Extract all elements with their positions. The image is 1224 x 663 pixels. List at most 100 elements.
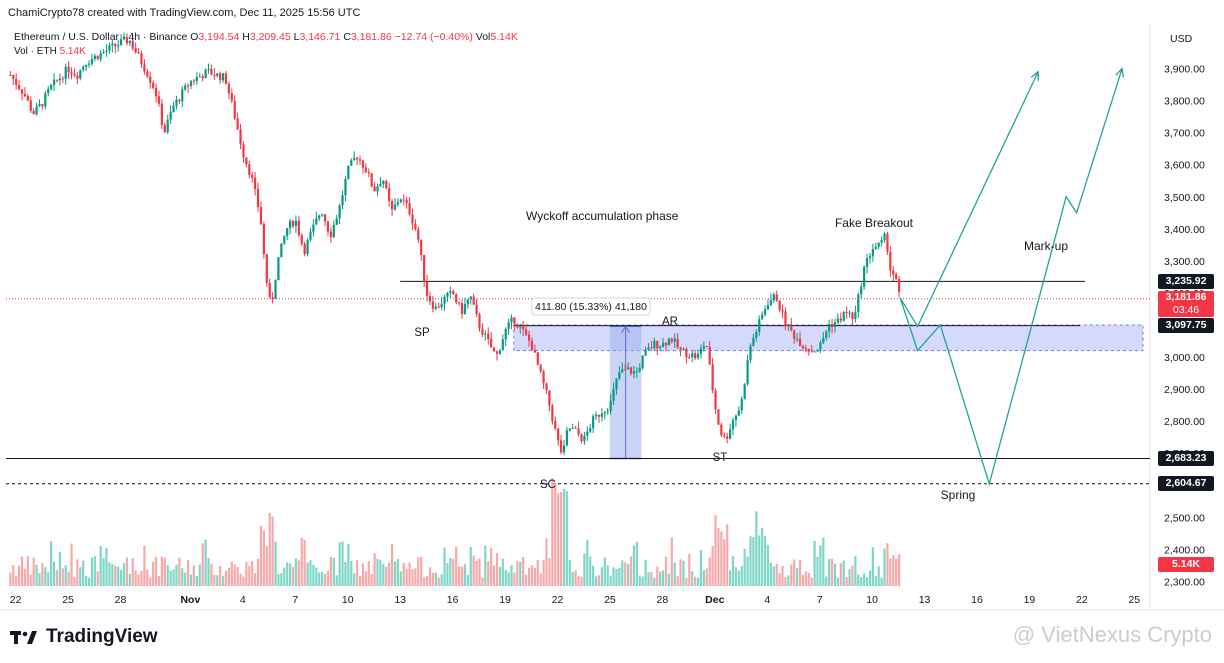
candle-body	[711, 364, 714, 391]
volume-bar	[525, 574, 528, 586]
volume-bar	[796, 568, 799, 586]
last-price-tag: 3,181.86 03:46	[1158, 291, 1214, 317]
tradingview-logo[interactable]: TradingView	[10, 626, 158, 648]
candle-body	[761, 314, 764, 320]
candle-body	[848, 312, 851, 314]
candle-body	[332, 224, 335, 238]
volume-bar	[361, 563, 365, 586]
candle-body	[163, 124, 166, 133]
volume-bar	[737, 570, 740, 586]
volume-bar	[478, 558, 481, 586]
volume-bar	[460, 566, 464, 586]
x-tick-label: 4	[240, 594, 246, 606]
volume-bar	[265, 545, 268, 586]
candle-body	[490, 339, 493, 348]
candle-body	[606, 411, 609, 413]
candle-body	[122, 37, 126, 40]
candle-body	[708, 346, 711, 365]
volume-indicator-label[interactable]: Vol · ETH 5.14K	[14, 46, 86, 57]
last-price-value: 3,181.86	[1165, 291, 1207, 303]
measure-label: 411.80 (15.33%) 41,180	[535, 301, 647, 313]
volume-bar	[23, 568, 27, 586]
volume-bar	[201, 543, 204, 586]
volume-bar	[393, 561, 397, 586]
candle-body	[717, 409, 720, 425]
volume-bar	[274, 541, 277, 586]
volume-bar	[565, 491, 569, 586]
volume-bar	[446, 563, 449, 586]
volume-bar	[157, 576, 161, 586]
candle-body	[207, 68, 210, 70]
ar-level-tag: 3,097.75	[1158, 318, 1214, 333]
volume-bar	[734, 567, 738, 586]
volume-bar	[472, 555, 475, 586]
open-label: O	[190, 31, 199, 43]
volume-bar	[207, 557, 210, 586]
candle-body	[554, 420, 557, 429]
currency-label[interactable]: USD	[1170, 33, 1193, 45]
volume-bar	[548, 557, 551, 586]
candle-body	[673, 338, 676, 342]
candle-body	[883, 233, 886, 241]
candle-body	[166, 119, 169, 133]
candle-body	[233, 100, 236, 119]
volume-histogram	[9, 478, 901, 586]
volume-bar	[705, 568, 708, 586]
y-tick-label: 2,400.00	[1164, 544, 1205, 556]
candle-body	[533, 350, 536, 353]
volume-bar	[90, 557, 94, 586]
candle-body	[265, 254, 268, 283]
y-tick-label: 3,000.00	[1164, 352, 1205, 364]
candle-body	[76, 75, 79, 79]
volume-bar	[154, 557, 158, 586]
candle-body	[851, 312, 854, 320]
volume-bar	[647, 572, 650, 586]
candle-body	[131, 40, 134, 49]
candle-body	[516, 323, 519, 328]
candle-body	[385, 180, 388, 189]
candle-body	[184, 85, 187, 90]
volume-bar	[47, 572, 50, 586]
symbol-name[interactable]: Ethereum / U.S. Dollar · 4h · Binance	[14, 31, 188, 43]
candle-body	[510, 317, 513, 323]
candle-body	[344, 179, 347, 196]
y-tick-label: 2,800.00	[1164, 416, 1205, 428]
volume-bar	[527, 567, 531, 586]
volume-bar	[29, 574, 32, 586]
candle-body	[417, 229, 420, 240]
volume-bar	[667, 573, 671, 586]
candle-body	[801, 346, 805, 348]
candle-body	[358, 159, 362, 161]
candle-body	[618, 372, 621, 379]
candle-body	[446, 292, 449, 297]
volume-bar	[825, 576, 828, 586]
volume-bar	[318, 572, 321, 586]
candle-body	[172, 105, 175, 112]
candle-body	[807, 348, 810, 352]
volume-bar	[388, 562, 391, 586]
volume-bar	[332, 557, 335, 586]
volume-bar	[743, 548, 746, 586]
volume-bar	[708, 557, 711, 586]
volume-bar	[594, 576, 598, 586]
volume-bar	[457, 566, 461, 586]
candle-body	[863, 266, 866, 287]
high-label: H	[242, 31, 250, 43]
candle-body	[498, 350, 501, 354]
candle-body	[105, 50, 108, 52]
candle-body	[73, 74, 76, 76]
candle-body	[720, 424, 723, 436]
candle-body	[577, 428, 580, 435]
sp-label: SP	[414, 327, 430, 339]
volume-bar	[629, 556, 633, 586]
volume-bar	[440, 574, 443, 586]
candle-body	[638, 367, 641, 372]
volume-bar	[134, 570, 137, 586]
candle-body	[15, 78, 18, 85]
volume-bar	[166, 565, 169, 586]
volume-bar	[152, 561, 155, 586]
x-tick-label: Nov	[180, 594, 200, 606]
volume-bar	[577, 575, 580, 586]
candle-body	[288, 220, 292, 229]
